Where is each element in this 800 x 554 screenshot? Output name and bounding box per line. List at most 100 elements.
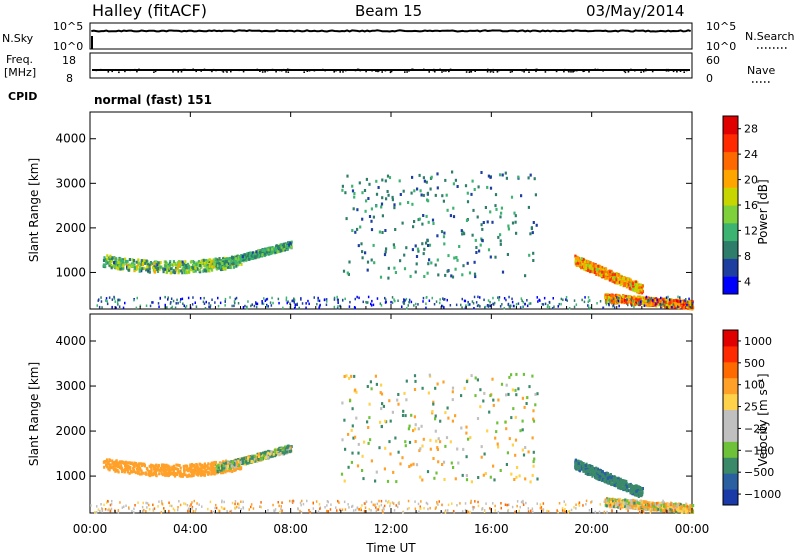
range-gate-cell (588, 264, 591, 268)
range-gate-cell (416, 187, 419, 191)
range-gate-cell (251, 455, 254, 459)
range-gate-cell (501, 173, 504, 177)
range-gate-cell (153, 469, 156, 473)
range-gate-cell (504, 420, 507, 424)
nave-point (448, 69, 450, 72)
range-gate-cell (218, 257, 221, 261)
nave-label: Nave (747, 64, 775, 77)
range-gate-cell (439, 440, 442, 444)
ground-scatter-cell (366, 301, 368, 305)
range-gate-cell (186, 265, 189, 269)
nave-point (319, 69, 321, 71)
range-gate-cell (147, 269, 150, 273)
range-gate-cell (219, 466, 222, 470)
ground-scatter-cell (318, 299, 321, 303)
ground-scatter-cell (192, 296, 194, 299)
range-gate-cell (621, 279, 625, 283)
nave-point (594, 68, 597, 71)
range-gate-cell (532, 417, 535, 421)
range-gate-cell (582, 265, 586, 269)
range-gate-cell (618, 280, 621, 284)
ground-scatter-cell (511, 297, 513, 301)
range-gate-cell (404, 414, 407, 418)
range-gate-cell (224, 470, 227, 474)
ground-scatter-cell (167, 296, 169, 299)
range-gate-cell (153, 262, 156, 266)
range-gate-cell (283, 246, 286, 250)
range-gate-cell (410, 191, 413, 195)
range-gate-cell (148, 267, 151, 271)
range-gate-cell (494, 193, 498, 197)
nave-point (564, 68, 566, 71)
range-gate-cell (231, 461, 234, 465)
range-gate-cell (159, 265, 162, 269)
range-gate-cell (189, 266, 193, 270)
nave-point (683, 71, 685, 73)
nave-point (375, 70, 377, 72)
ground-scatter-cell (136, 296, 138, 300)
ground-scatter-cell (618, 304, 620, 308)
range-gate-cell (411, 202, 414, 206)
range-gate-cell (223, 466, 226, 470)
nave-point (511, 70, 513, 73)
nave-point (569, 69, 572, 71)
range-gate-cell (227, 261, 231, 265)
range-gate-cell (595, 466, 598, 470)
range-gate-cell (187, 265, 190, 268)
range-gate-cell (357, 451, 360, 455)
range-gate-cell (119, 460, 122, 464)
range-gate-cell (647, 296, 650, 300)
range-gate-cell (151, 266, 155, 270)
range-gate-cell (630, 287, 633, 291)
range-gate-cell (106, 461, 109, 465)
ground-scatter-cell (605, 300, 607, 304)
nave-point (583, 70, 586, 72)
range-gate-cell (524, 274, 527, 278)
range-gate-cell (189, 463, 192, 467)
range-gate-cell (232, 265, 236, 269)
range-gate-cell (388, 440, 391, 444)
ground-scatter-cell (515, 303, 518, 306)
ground-scatter-cell (493, 301, 496, 305)
ground-scatter-cell (679, 296, 681, 299)
range-gate-cell (108, 263, 111, 267)
range-gate-cell (380, 202, 384, 206)
range-gate-cell (394, 271, 397, 274)
range-gate-cell (348, 260, 351, 264)
range-gate-cell (584, 464, 587, 468)
range-gate-cell (441, 463, 444, 466)
ground-scatter-cell (313, 296, 315, 299)
range-gate-cell (613, 498, 616, 502)
range-gate-cell (616, 483, 619, 487)
ground-scatter-cell (234, 301, 236, 305)
ground-scatter-cell (588, 307, 590, 310)
range-gate-cell (619, 483, 622, 487)
range-gate-cell (574, 256, 577, 260)
nave-point (582, 70, 584, 73)
range-gate-cell (280, 243, 283, 247)
range-gate-cell (604, 476, 607, 480)
ground-scatter-cell (117, 298, 119, 302)
range-gate-cell (144, 261, 147, 265)
range-gate-cell (606, 481, 609, 485)
ground-scatter-cell (293, 297, 295, 300)
range-gate-cell (598, 267, 601, 271)
range-gate-cell (582, 469, 585, 473)
range-gate-cell (418, 217, 421, 221)
range-gate-cell (408, 440, 412, 444)
range-gate-cell (532, 259, 535, 262)
ground-scatter-cell (660, 303, 663, 306)
ground-scatter-cell (385, 300, 387, 304)
range-gate-cell (237, 255, 240, 259)
range-gate-cell (600, 267, 603, 271)
ground-scatter-cell (294, 305, 296, 308)
ground-scatter-cell (384, 296, 386, 300)
ground-scatter-cell (208, 305, 210, 308)
range-gate-cell (446, 406, 449, 410)
nave-point (624, 71, 627, 74)
range-gate-cell (599, 473, 603, 476)
range-gate-cell (426, 198, 429, 202)
nave-tick-bottom: 0 (706, 72, 713, 85)
range-gate-cell (623, 279, 626, 283)
